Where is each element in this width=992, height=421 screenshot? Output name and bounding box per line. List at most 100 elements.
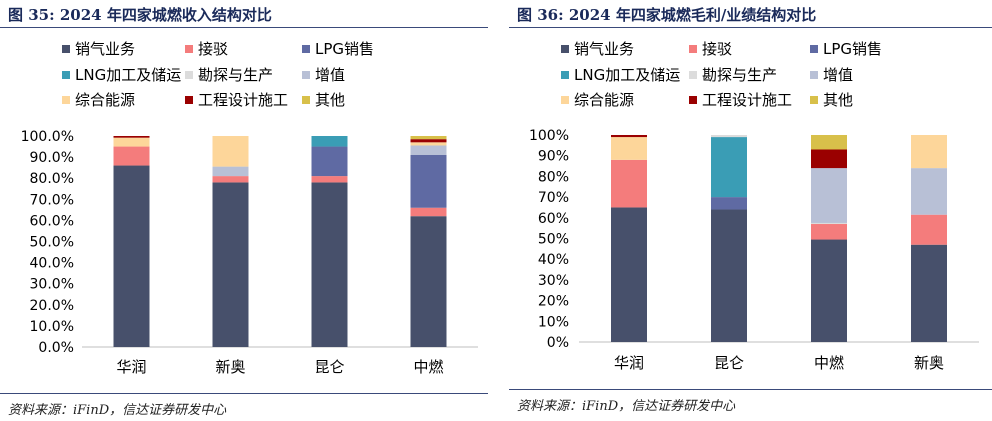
bar-segment [410,207,447,217]
bar-segment [811,135,847,150]
legend-swatch [561,45,569,53]
revenue-structure-chart: 0.0% 10.0% 20.0% 30.0% 40.0% 50.0% 60.0% 70.0% 8… [21,40,478,376]
legend-swatch [302,45,310,53]
bar-segment [811,239,847,342]
bar-segment [911,168,947,215]
source-divider [509,389,992,390]
chart-panel-gross-profit: 图 36: 2024 年四家城燃毛利/业绩结构对比 0% 10% 20% 30% 40%… [509,0,992,421]
bar-segment [911,214,947,245]
bar-segment [711,197,747,210]
legend-swatch [62,96,70,104]
legend-label: LNG加工及储运 [574,66,680,84]
legend-swatch [689,71,697,79]
bar-segment [611,159,647,208]
legend-label: 工程设计施工 [702,91,792,109]
legend-swatch [185,71,193,79]
y-tick-label: 60% [538,211,569,227]
bar-segment [811,222,847,225]
bar-segment [410,145,447,155]
y-tick-label: 40% [538,252,569,268]
bar-segment [811,168,847,223]
legend-label: LNG加工及储运 [75,66,181,84]
y-tick-label: 70% [538,190,569,206]
legend-swatch [561,96,569,104]
y-tick-label: 70.0% [30,192,74,208]
bar-segment [212,136,249,167]
bar-segment [311,182,348,347]
legend-label: LPG销售 [823,40,882,58]
bar-segment [212,182,249,347]
legend-swatch [810,71,818,79]
legend-swatch [810,96,818,104]
legend-label: 接驳 [702,40,732,58]
legend-label: 勘探与生产 [198,66,273,84]
legend-swatch [302,96,310,104]
bar-segment [113,136,150,138]
title-divider [509,27,992,28]
source-note: 资料来源：iFinD，信达证券研发中心 [517,399,736,414]
bar-segment [113,137,150,147]
y-tick-label: 30% [538,273,569,289]
legend-label: 销气业务 [75,40,135,58]
y-tick-label: 10.0% [30,319,74,335]
bar-segment [410,136,447,140]
x-category-label: 新奥 [215,358,245,376]
bar-segment [611,207,647,342]
title-divider [0,27,488,28]
y-tick-label: 20.0% [30,298,74,314]
legend-swatch [62,71,70,79]
y-tick-label: 10% [538,314,569,330]
y-tick-label: 100% [529,128,569,144]
bar-segment [212,176,249,183]
bar-segment [311,146,348,177]
legend-label: 勘探与生产 [702,66,777,84]
legend-label: 综合能源 [574,91,634,109]
y-tick-label: 50.0% [30,235,74,251]
legend-label: 销气业务 [574,40,634,58]
legend-label: LPG销售 [315,40,374,58]
gross-profit-structure-chart: 0% 10% 20% 30% 40% 50% 60% 70% 80% 90% 100% 华润 昆仑 中燃 新… [529,40,979,372]
x-category-label: 华润 [614,354,644,372]
legend-label: 其他 [315,91,345,109]
x-category-label: 华润 [116,358,146,376]
x-category-label: 中燃 [814,354,844,372]
legend-swatch [810,45,818,53]
bar-segment [410,142,447,146]
legend-swatch [62,45,70,53]
y-tick-label: 80% [538,169,569,185]
bar-segment [711,137,747,198]
y-tick-label: 30.0% [30,277,74,293]
bar-segment [911,244,947,342]
bar-segment [611,137,647,160]
bar-segment [611,135,647,138]
figure-title: 图 36: 2024 年四家城燃毛利/业绩结构对比 [517,6,817,24]
bar-segment [410,139,447,143]
legend-swatch [689,96,697,104]
y-tick-label: 0.0% [38,340,74,356]
bar-segment [113,146,150,166]
y-tick-label: 100.0% [21,129,74,145]
x-category-label: 昆仑 [314,358,344,376]
legend-label: 工程设计施工 [198,91,288,109]
y-tick-label: 60.0% [30,213,74,229]
legend-label: 综合能源 [75,91,135,109]
legend-swatch [302,71,310,79]
y-tick-label: 50% [538,232,569,248]
figure-title: 图 35: 2024 年四家城燃收入结构对比 [8,6,272,24]
y-tick-label: 40.0% [30,256,74,272]
bar-segment [311,176,348,183]
bar-segment [711,209,747,342]
y-tick-label: 20% [538,294,569,310]
bar-segment [911,135,947,169]
legend-label: 增值 [823,66,853,84]
y-tick-label: 90.0% [30,150,74,166]
legend-swatch [689,45,697,53]
bar-segment [113,165,150,347]
y-tick-label: 80.0% [30,171,74,187]
legend-swatch [185,96,193,104]
x-category-label: 新奥 [914,354,944,372]
source-note: 资料来源：iFinD，信达证券研发中心 [8,403,227,418]
bar-segment [811,149,847,169]
legend-label: 增值 [315,66,345,84]
bar-segment [410,216,447,347]
